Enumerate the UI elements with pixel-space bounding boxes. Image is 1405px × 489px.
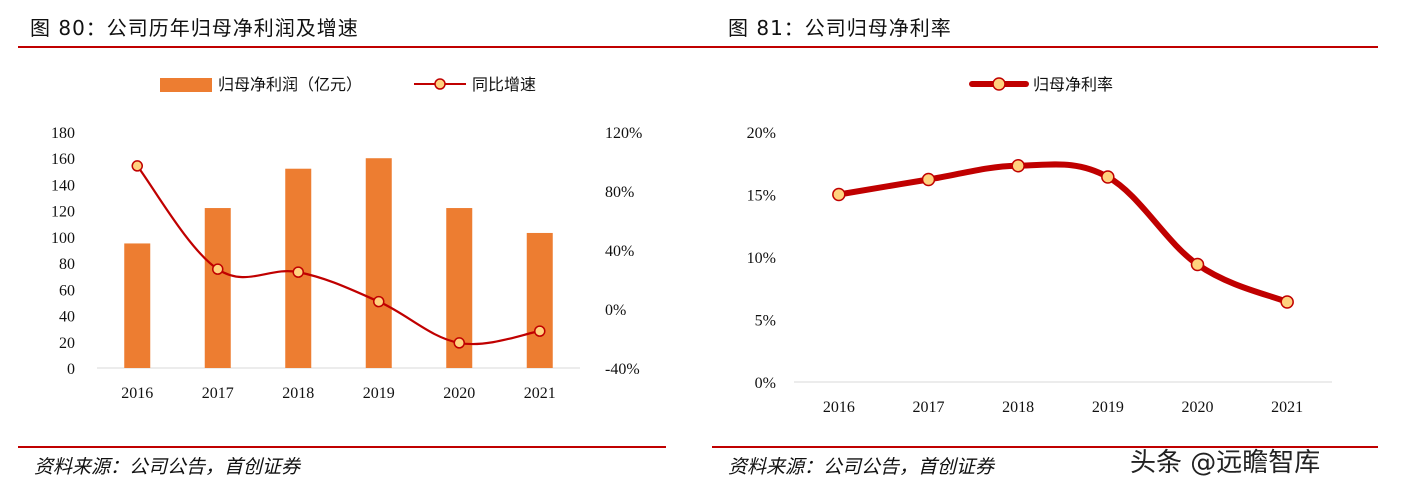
- right-title-rule: [666, 46, 1378, 48]
- bar-2021: [526, 232, 553, 368]
- y-tick-label: 0: [67, 361, 75, 378]
- legend-bar-swatch: [160, 78, 212, 92]
- x-tick-label: 2018: [1002, 399, 1034, 416]
- y-tick-label: 100: [51, 230, 75, 247]
- x-tick-label: 2016: [121, 385, 153, 402]
- net-margin-point-2021: [1280, 295, 1294, 309]
- x-tick-label: 2018: [282, 385, 314, 402]
- legend-line-label: 同比增速: [472, 75, 536, 94]
- bar-2019: [365, 158, 392, 368]
- left-footer-rule: [18, 446, 666, 448]
- x-tick-label: 2020: [443, 385, 475, 402]
- x-tick-label: 2017: [913, 399, 945, 416]
- x-tick-label: 2020: [1182, 399, 1214, 416]
- legend-bar-label: 归母净利润（亿元）: [218, 75, 362, 94]
- y-tick-label: 120: [51, 204, 75, 221]
- y-tick-label: 180: [51, 125, 75, 142]
- right-chart-title: 图 81：公司归母净利率: [728, 16, 952, 40]
- y-tick-label: 140: [51, 177, 75, 194]
- bar-2017: [204, 208, 231, 368]
- growth-point-2018: [292, 266, 304, 278]
- y-tick-label: 15%: [747, 188, 776, 205]
- net-margin-line: [835, 161, 1291, 305]
- x-tick-label: 2017: [202, 385, 234, 402]
- growth-line: [136, 165, 540, 346]
- growth-point-2016: [131, 160, 143, 172]
- left-title-rule: [18, 46, 666, 48]
- legend-line-marker: [434, 78, 446, 90]
- net-margin-point-2020: [1190, 257, 1205, 272]
- legend-line-label: 归母净利率: [1033, 75, 1113, 94]
- y2-tick-label: 0%: [605, 302, 626, 319]
- growth-point-2021: [534, 325, 546, 337]
- x-tick-label: 2021: [524, 385, 556, 402]
- growth-point-2020: [453, 337, 465, 349]
- y-tick-label: 20: [59, 335, 75, 352]
- y2-tick-label: 40%: [605, 243, 634, 260]
- x-tick-label: 2021: [1271, 399, 1303, 416]
- y2-tick-label: -40%: [605, 361, 640, 378]
- y2-tick-label: 80%: [605, 184, 634, 201]
- x-tick-label: 2019: [1092, 399, 1124, 416]
- x-tick-label: 2016: [823, 399, 855, 416]
- net-margin-point-2018: [1011, 159, 1025, 173]
- y2-tick-label: 120%: [605, 125, 642, 142]
- y-tick-label: 160: [51, 151, 75, 168]
- right-source-note: 资料来源：公司公告，首创证券: [728, 456, 995, 478]
- y-tick-label: 40: [59, 309, 75, 326]
- net-margin-point-2017: [921, 172, 936, 187]
- growth-point-2017: [212, 263, 224, 275]
- net-margin-point-2016: [832, 187, 846, 202]
- y-tick-label: 5%: [755, 313, 776, 330]
- watermark: 头条 @远瞻智库: [1130, 448, 1321, 478]
- y-tick-label: 10%: [747, 250, 776, 267]
- net-margin-point-2019: [1101, 170, 1115, 184]
- left-chart-title: 图 80：公司历年归母净利润及增速: [30, 16, 359, 40]
- growth-point-2019: [373, 295, 385, 308]
- y-tick-label: 20%: [747, 125, 776, 142]
- x-tick-label: 2019: [363, 385, 395, 402]
- right-footer-rule: [712, 446, 1378, 448]
- y-tick-label: 0%: [755, 375, 776, 392]
- y-tick-label: 80: [59, 256, 75, 273]
- y-tick-label: 60: [59, 282, 75, 299]
- left-source-note: 资料来源：公司公告，首创证券: [34, 456, 301, 478]
- right-chart: 归母净利率 0% 5% 10% 15% 20% 2016 2017 2018 2019 2020 20…: [747, 75, 1332, 416]
- left-chart: 归母净利润（亿元） 同比增速 0 20 40 60 80 100 120 140 160 180 -40…: [51, 75, 642, 402]
- bar-2016: [124, 243, 151, 368]
- legend-line-marker: [992, 77, 1006, 91]
